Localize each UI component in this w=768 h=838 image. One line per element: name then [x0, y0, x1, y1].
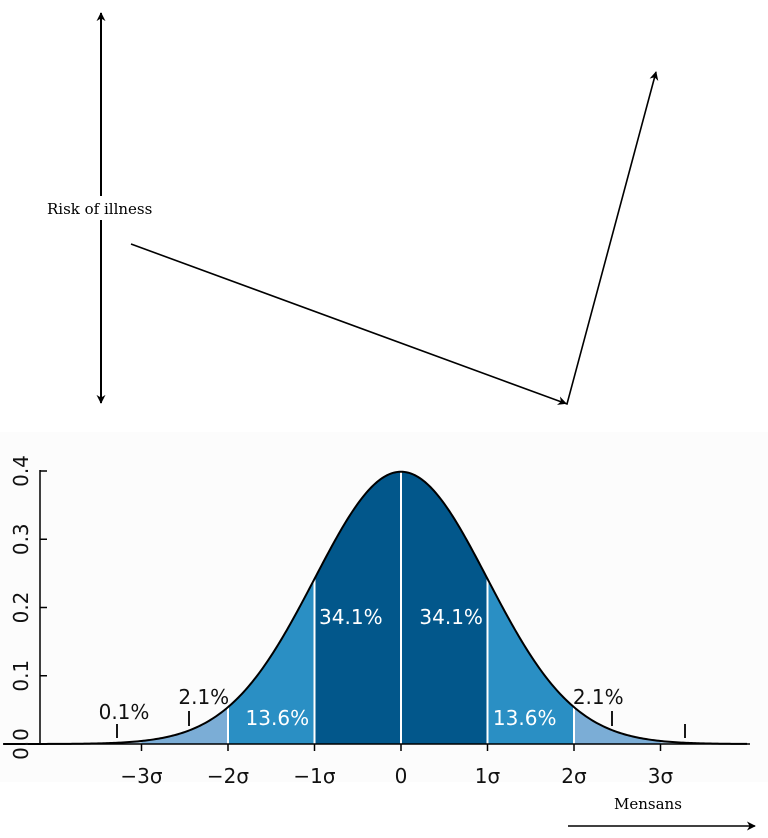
x-axis-ticks: −3σ −2σ −1σ 0 1σ 2σ 3σ	[120, 744, 674, 788]
mensans-arrow-group: Mensans	[568, 795, 756, 831]
normal-curve-line	[3, 470, 748, 745]
risk-of-illness-label: Risk of illness	[47, 200, 152, 218]
y-tick-label: 0.0	[9, 728, 33, 760]
x-tick-label: −2σ	[207, 764, 249, 788]
percent-label: 34.1%	[419, 605, 483, 629]
x-tick-label: −1σ	[293, 764, 335, 788]
band-divider-lines	[227, 471, 575, 744]
percent-label: 0.1%	[99, 700, 150, 724]
band-area-5	[574, 707, 661, 744]
normal-distribution-chart: 0.0 0.1 0.2 0.3 0.4 −3σ −2σ −1σ 0 1σ 2σ 3σ 34.1% 34…	[0, 432, 768, 788]
x-tick-label: 0	[395, 764, 408, 788]
percent-label: 13.6%	[493, 706, 557, 730]
x-tick-label: 2σ	[561, 764, 587, 788]
x-tick-label: 3σ	[648, 764, 674, 788]
percent-label: 2.1%	[178, 685, 229, 709]
band-area-4	[141, 707, 228, 744]
x-tick-label: −3σ	[120, 764, 162, 788]
mensans-label: Mensans	[614, 795, 682, 813]
y-tick-label: 0.4	[9, 455, 33, 487]
percentage-labels: 34.1%34.1%13.6%13.6%2.1%2.1%0.1%0.1%	[99, 605, 768, 730]
x-tick-label: 1σ	[475, 764, 501, 788]
percent-label: 34.1%	[319, 605, 383, 629]
risk-diagram: Risk of illness	[45, 12, 659, 406]
y-axis-ticks: 0.0 0.1 0.2 0.3 0.4	[9, 455, 47, 760]
shaded-bands	[3, 471, 747, 744]
y-tick-label: 0.3	[9, 523, 33, 555]
percent-label: 13.6%	[246, 706, 310, 730]
y-tick-label: 0.2	[9, 592, 33, 624]
risk-curve-arrow	[130, 71, 659, 406]
percent-label: 2.1%	[573, 685, 624, 709]
tail-marker-ticks	[116, 711, 686, 738]
y-tick-label: 0.1	[9, 660, 33, 692]
label-backdrop	[45, 196, 161, 220]
